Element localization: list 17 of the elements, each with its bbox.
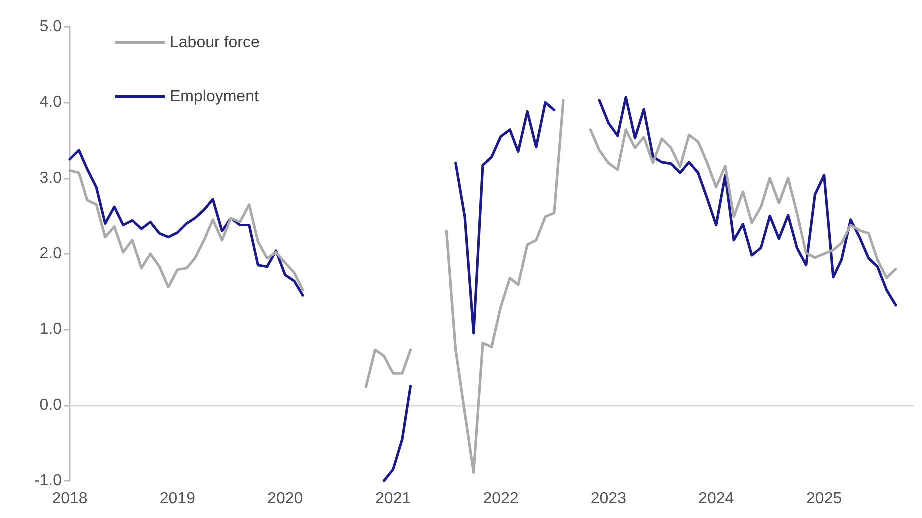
- legend-label: Labour force: [170, 34, 260, 52]
- y-tick-label: -1.0: [34, 472, 62, 490]
- x-tick-label: 2025: [806, 490, 842, 508]
- x-tick-label: 2020: [268, 490, 304, 508]
- y-tick-label: 3.0: [40, 170, 62, 187]
- x-tick-label: 2019: [160, 490, 196, 508]
- y-tick-label: 4.0: [40, 94, 62, 112]
- y-tick-label: 5.0: [40, 18, 62, 36]
- y-tick-label: 2.0: [40, 246, 62, 262]
- y-tick-label: 0.0: [40, 396, 62, 414]
- x-tick-label: 2021: [376, 490, 412, 508]
- x-tick-label: 2018: [52, 490, 88, 508]
- x-tick-label: 2022: [483, 490, 519, 508]
- x-tick-label: 2024: [698, 490, 734, 508]
- legend-label: Employment: [170, 88, 260, 106]
- y-tick-label: 1.0: [40, 321, 62, 338]
- x-tick-label: 2023: [590, 490, 627, 508]
